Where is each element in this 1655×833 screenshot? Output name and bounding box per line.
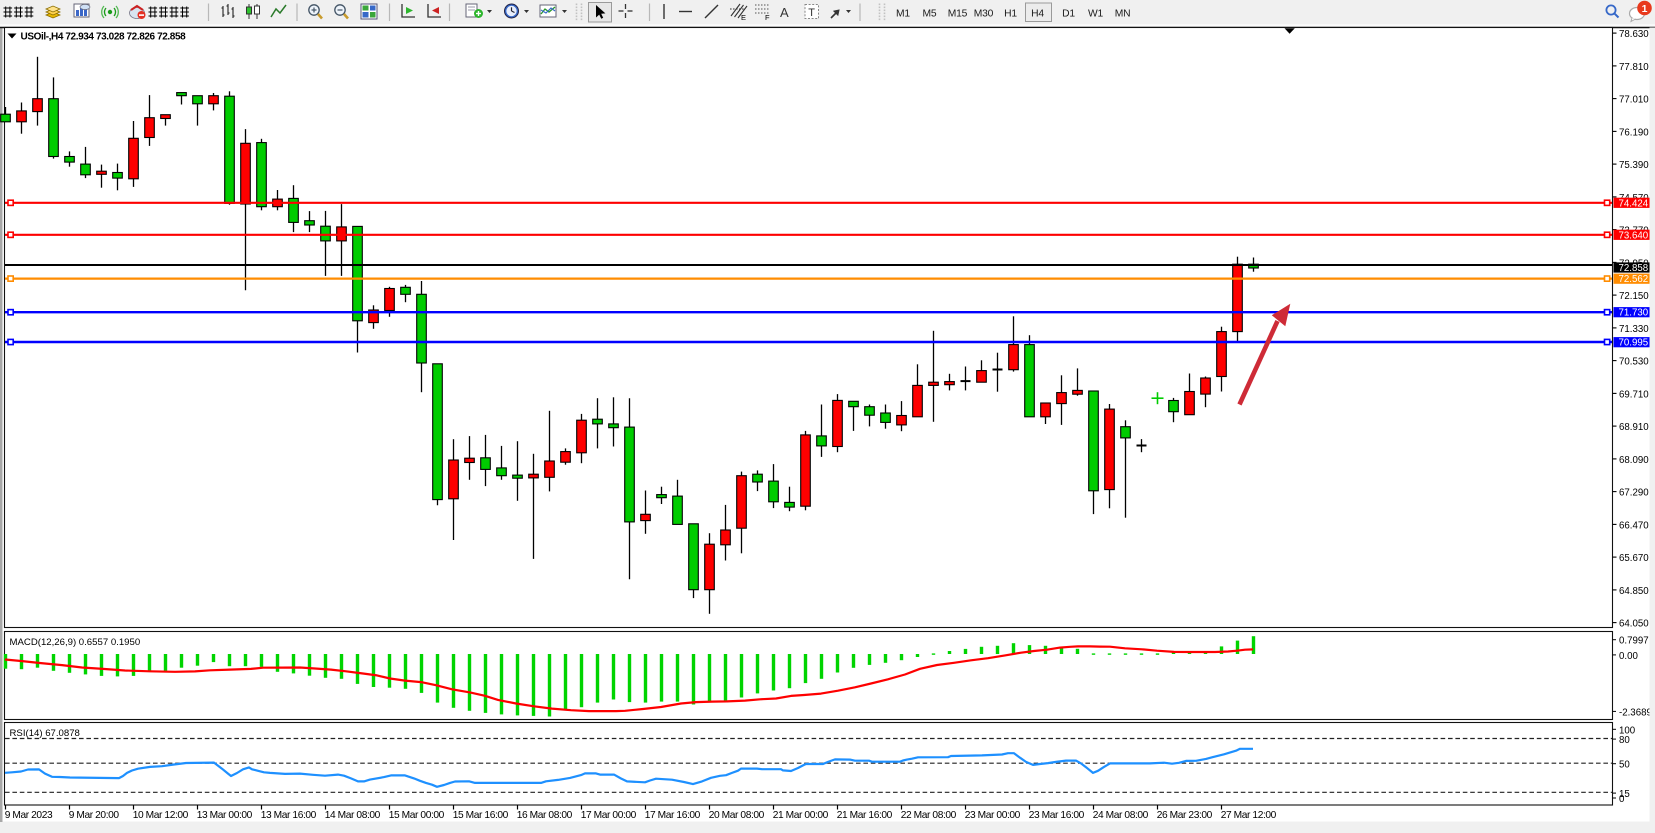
svg-text:H4: H4 <box>1031 9 1044 20</box>
svg-text:76.190: 76.190 <box>1619 127 1649 138</box>
svg-text:M1: M1 <box>896 9 910 20</box>
svg-text:1: 1 <box>1642 3 1648 15</box>
svg-text:M5: M5 <box>923 9 937 20</box>
svg-text:69.710: 69.710 <box>1619 389 1649 400</box>
svg-text:20 Mar 08:00: 20 Mar 08:00 <box>709 810 765 821</box>
svg-text:71.330: 71.330 <box>1619 324 1649 335</box>
svg-text:65.670: 65.670 <box>1619 553 1649 564</box>
svg-text:16 Mar 08:00: 16 Mar 08:00 <box>517 810 573 821</box>
svg-text:27 Mar 12:00: 27 Mar 12:00 <box>1221 810 1277 821</box>
svg-text:A: A <box>780 5 789 20</box>
svg-text:17 Mar 16:00: 17 Mar 16:00 <box>645 810 701 821</box>
svg-text:M30: M30 <box>974 9 994 20</box>
svg-text:RSI(14) 67.0878: RSI(14) 67.0878 <box>10 728 80 739</box>
svg-text:67.290: 67.290 <box>1619 488 1649 499</box>
svg-text:72.150: 72.150 <box>1619 291 1649 302</box>
svg-text:22 Mar 08:00: 22 Mar 08:00 <box>901 810 957 821</box>
svg-text:W1: W1 <box>1088 9 1104 20</box>
svg-text:E: E <box>741 13 746 22</box>
svg-text:21 Mar 00:00: 21 Mar 00:00 <box>773 810 829 821</box>
svg-text:F: F <box>765 13 770 22</box>
svg-text:-2.3689: -2.3689 <box>1619 707 1652 718</box>
svg-text:MACD(12,26,9) 0.6557 0.1950: MACD(12,26,9) 0.6557 0.1950 <box>10 637 141 648</box>
svg-text:D1: D1 <box>1062 9 1075 20</box>
svg-text:23 Mar 16:00: 23 Mar 16:00 <box>1029 810 1085 821</box>
svg-text:24 Mar 08:00: 24 Mar 08:00 <box>1093 810 1149 821</box>
svg-text:15 Mar 00:00: 15 Mar 00:00 <box>389 810 445 821</box>
svg-text:0.00: 0.00 <box>1619 651 1638 662</box>
svg-text:72.562: 72.562 <box>1619 274 1649 285</box>
svg-text:77.810: 77.810 <box>1619 62 1649 73</box>
svg-text:73.640: 73.640 <box>1619 230 1649 241</box>
svg-text:50: 50 <box>1619 760 1630 771</box>
svg-text:26 Mar 23:00: 26 Mar 23:00 <box>1157 810 1213 821</box>
svg-text:72.858: 72.858 <box>1619 263 1649 274</box>
svg-text:77.010: 77.010 <box>1619 95 1649 106</box>
svg-text:21 Mar 16:00: 21 Mar 16:00 <box>837 810 893 821</box>
svg-text:USOil-,H4 72.934 73.028 72.82: USOil-,H4 72.934 73.028 72.826 72.858 <box>21 32 187 43</box>
svg-text:14 Mar 08:00: 14 Mar 08:00 <box>325 810 381 821</box>
svg-text:66.470: 66.470 <box>1619 520 1649 531</box>
svg-text:64.050: 64.050 <box>1619 619 1649 630</box>
svg-text:80: 80 <box>1619 735 1630 746</box>
svg-text:10 Mar 12:00: 10 Mar 12:00 <box>133 810 189 821</box>
svg-text:68.910: 68.910 <box>1619 422 1649 433</box>
svg-text:64.850: 64.850 <box>1619 586 1649 597</box>
svg-text:74.424: 74.424 <box>1619 198 1649 209</box>
svg-text:0: 0 <box>1619 794 1625 805</box>
svg-text:75.390: 75.390 <box>1619 160 1649 171</box>
svg-text:23 Mar 00:00: 23 Mar 00:00 <box>965 810 1021 821</box>
svg-text:71.730: 71.730 <box>1619 308 1649 319</box>
svg-text:MN: MN <box>1115 9 1131 20</box>
svg-text:13 Mar 16:00: 13 Mar 16:00 <box>261 810 317 821</box>
svg-text:T: T <box>808 7 815 19</box>
svg-text:13 Mar 00:00: 13 Mar 00:00 <box>197 810 253 821</box>
svg-text:17 Mar 00:00: 17 Mar 00:00 <box>581 810 637 821</box>
svg-text:78.630: 78.630 <box>1619 29 1649 40</box>
svg-text:M15: M15 <box>948 9 968 20</box>
svg-text:0.7997: 0.7997 <box>1619 636 1649 647</box>
svg-text:H1: H1 <box>1004 9 1017 20</box>
svg-text:70.995: 70.995 <box>1619 338 1649 349</box>
svg-text:9 Mar 2023: 9 Mar 2023 <box>5 810 53 821</box>
svg-text:68.090: 68.090 <box>1619 455 1649 466</box>
svg-text:15 Mar 16:00: 15 Mar 16:00 <box>453 810 509 821</box>
svg-text:70.530: 70.530 <box>1619 357 1649 368</box>
svg-text:9 Mar 20:00: 9 Mar 20:00 <box>69 810 120 821</box>
